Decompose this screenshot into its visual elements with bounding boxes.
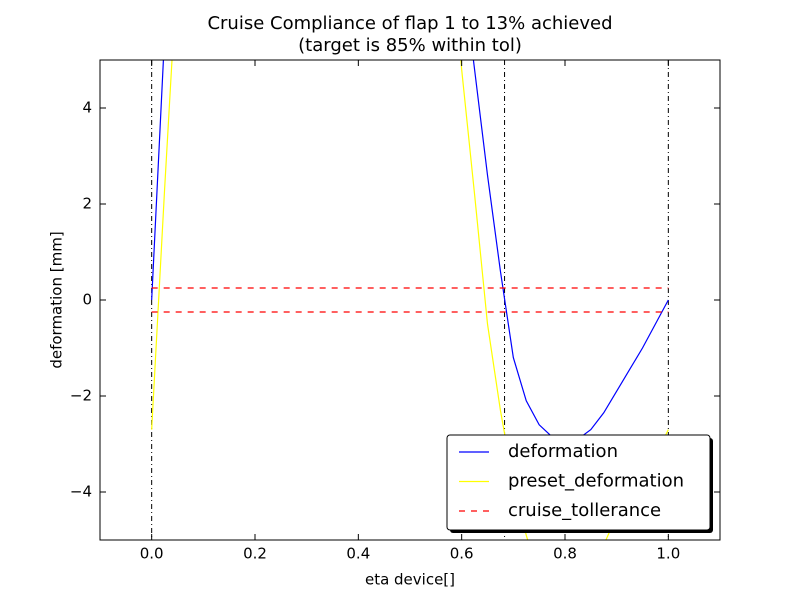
legend-label: cruise_tollerance — [508, 500, 661, 521]
y-tick-label: 0 — [82, 291, 92, 309]
y-tick-label: 4 — [82, 99, 92, 117]
data-line — [151, 287, 669, 313]
x-tick-label: 0.4 — [346, 545, 370, 563]
chart-subtitle: (target is 85% within tol) — [298, 35, 522, 56]
x-tick-label: 0.8 — [553, 545, 577, 563]
x-axis-label: eta device[] — [365, 571, 455, 589]
y-tick-label: 2 — [82, 195, 92, 213]
y-axis-label: deformation [mm] — [48, 231, 66, 368]
legend-label: deformation — [508, 441, 618, 462]
x-tick-label: 0.0 — [140, 545, 164, 563]
legend-label: preset_deformation — [508, 471, 684, 492]
x-tick-label: 0.6 — [450, 545, 474, 563]
data-line — [151, 60, 669, 540]
chart-title: Cruise Compliance of flap 1 to 13% achie… — [207, 13, 612, 34]
y-tick-label: −2 — [70, 387, 92, 405]
data-line — [151, 60, 669, 443]
x-tick-label: 0.2 — [243, 545, 267, 563]
legend-box — [446, 434, 711, 531]
x-tick-label: 1.0 — [656, 545, 680, 563]
y-tick-label: −4 — [70, 483, 92, 501]
plot-area — [151, 60, 669, 540]
